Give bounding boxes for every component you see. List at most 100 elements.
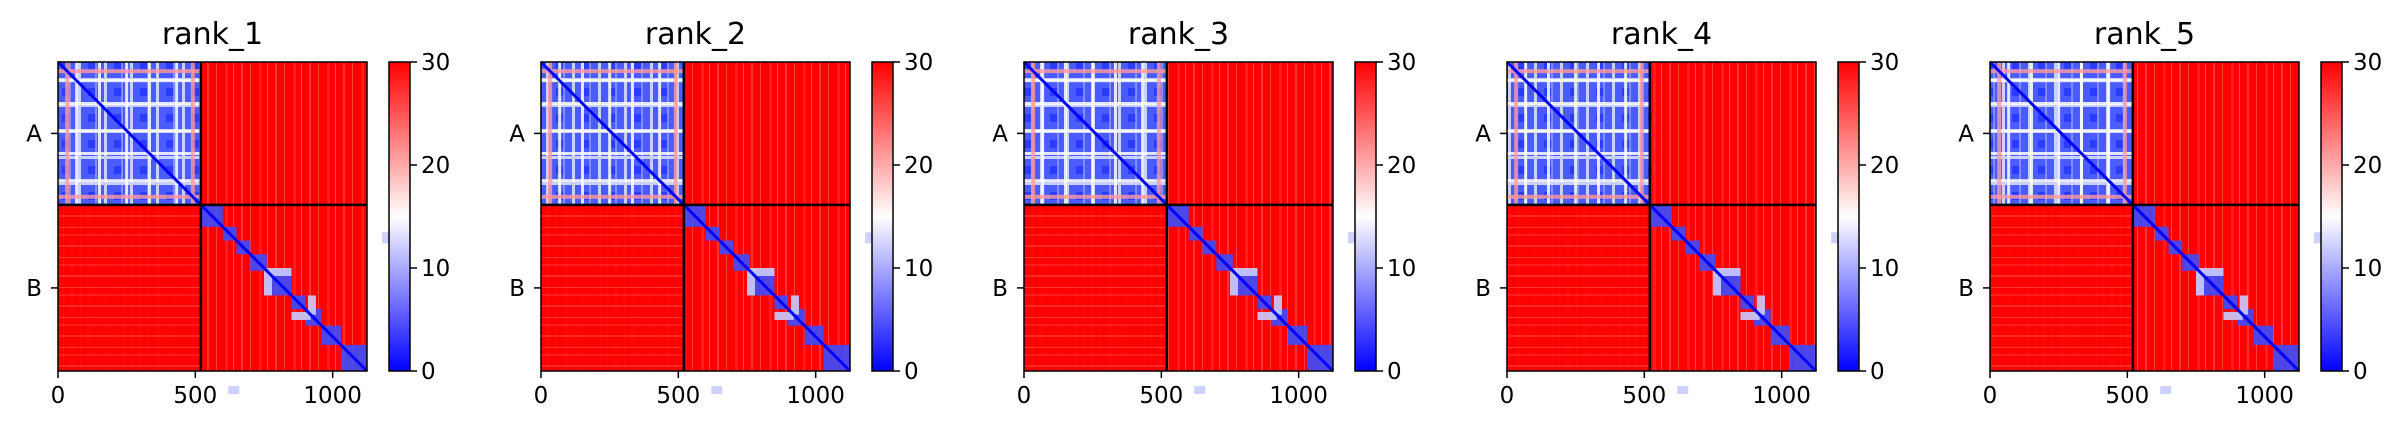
chain-b-contact-patch [1232, 268, 1258, 276]
chain-b-contact-patch [1831, 232, 1840, 244]
chain-a-stripe-row [1990, 129, 2133, 133]
colorbar-tick-label: 10 [1870, 256, 1899, 282]
colorbar-tick-label: 0 [1387, 359, 1402, 385]
chain-b-contact-patch [291, 311, 311, 320]
chain-a-edge-row [58, 69, 201, 74]
colorbar [2320, 61, 2343, 372]
chain-a-stripe-col [2107, 62, 2111, 205]
chain-a-edge-col [1639, 62, 1644, 205]
chain-a-stripe-row [58, 79, 201, 83]
diagonal [539, 60, 852, 373]
chain-a-stripe-col [2079, 62, 2083, 205]
heatmap-panel-4: rank_4 A B 0 500 1000 0 10 20 30 [1475, 17, 1899, 409]
y-chain-label: B [1475, 276, 1491, 302]
chain-a-stripe-row [58, 129, 201, 133]
chain-a-stripe-col [97, 62, 101, 205]
chain-a-edge-row [1990, 194, 2133, 199]
chain-a-stripe-col [147, 62, 151, 205]
colorbar-tick-label: 20 [421, 153, 450, 179]
chain-a-edge-row [1507, 69, 1650, 74]
chain-a-stripe-col [580, 62, 584, 205]
panel-title: rank_5 [2094, 17, 2195, 52]
x-tick-label: 500 [1622, 383, 1666, 409]
chain-b-contact-patch [2314, 232, 2323, 244]
chain-b-contact-patch [2223, 311, 2243, 320]
chain-b-contact-patch [711, 386, 723, 395]
chain-b-contact-patch [1348, 232, 1357, 244]
colorbar-tick-label: 20 [1387, 153, 1416, 179]
chain-a-stripe-col [1063, 62, 1067, 205]
colorbar-tick-label: 0 [904, 359, 919, 385]
chain-a-stripe-row [1024, 179, 1167, 183]
x-tick-label: 500 [1139, 383, 1183, 409]
x-tick-label: 0 [1017, 383, 1032, 409]
chain-b-contact-patch [1257, 311, 1277, 320]
diagonal [56, 60, 369, 373]
inter-chain-block [1990, 204, 2133, 371]
diagonal [1505, 60, 1818, 373]
chain-a-stripe-row [1507, 79, 1650, 83]
chain-a-edge-col [65, 62, 70, 205]
chain-b-contact-patch [790, 295, 799, 315]
x-tick-label: 1000 [2235, 383, 2294, 409]
chain-a-stripe-col [1546, 62, 1550, 205]
chain-a-stripe-row [1024, 101, 1167, 105]
x-tick-label: 0 [534, 383, 549, 409]
panel-title: rank_3 [1128, 17, 1229, 52]
colorbar-tick-label: 30 [1870, 50, 1899, 76]
chain-b-contact-patch [747, 270, 755, 296]
heatmap-frame [540, 61, 851, 372]
chain-b-contact-patch [1740, 311, 1760, 320]
chain-a-stripe-row [1990, 151, 2133, 155]
colorbar-tick-label: 30 [904, 50, 933, 76]
chain-b-contact-patch [2196, 270, 2204, 296]
chain-b-contact-patch [264, 270, 272, 296]
chain-a-stripe-row [58, 179, 201, 183]
colorbar-tick-label: 0 [421, 359, 436, 385]
colorbar-tick-label: 30 [2353, 50, 2382, 76]
chain-a-stripe-row [1507, 129, 1650, 133]
chain-b-contact-patch [1756, 295, 1765, 315]
chain-a-stripe-row [1990, 179, 2133, 183]
colorbar-tick-label: 10 [2353, 256, 2382, 282]
chain-a-edge-row [1024, 69, 1167, 74]
colorbar-tick-label: 20 [1870, 153, 1899, 179]
heatmap-panel-1: rank_1 A B 0 500 1000 0 10 20 30 [26, 17, 450, 409]
chain-a-edge-col [1514, 62, 1519, 205]
chain-b-contact-patch [2239, 295, 2248, 315]
x-tick-label: 1000 [786, 383, 845, 409]
chain-a-stripe-row [1024, 79, 1167, 83]
colorbar [1837, 61, 1860, 372]
chain-b-contact-patch [1677, 386, 1689, 395]
chain-a-stripe-col [558, 62, 562, 205]
chain-a-stripe-col [1524, 62, 1528, 205]
chain-b-contact-patch [1715, 268, 1741, 276]
chain-a-stripe-col [1113, 62, 1117, 205]
chain-a-edge-row [541, 194, 684, 199]
panel-title: rank_2 [645, 17, 746, 52]
chain-a-stripe-row [541, 129, 684, 133]
x-tick-label: 1000 [1269, 383, 1328, 409]
chain-a-stripe-row [1507, 151, 1650, 155]
chain-a-edge-col [673, 62, 678, 205]
panel-title: rank_1 [162, 17, 263, 52]
chain-a-stripe-col [2007, 62, 2011, 205]
x-tick-label: 0 [1500, 383, 1515, 409]
colorbar-tick-label: 20 [2353, 153, 2382, 179]
colorbar-tick-label: 30 [421, 50, 450, 76]
inter-chain-block [541, 204, 684, 371]
colorbar-tick-label: 10 [421, 256, 450, 282]
chain-a-stripe-row [1990, 79, 2133, 83]
x-tick-label: 500 [656, 383, 700, 409]
y-chain-label: B [1958, 276, 1974, 302]
y-chain-label: B [992, 276, 1008, 302]
heatmap-frame [1989, 61, 2300, 372]
heatmap-frame [1506, 61, 1817, 372]
chain-a-stripe-row [1990, 101, 2133, 105]
chain-a-stripe-row [1024, 151, 1167, 155]
chain-a-stripe-col [1141, 62, 1145, 205]
x-tick-label: 1000 [1752, 383, 1811, 409]
chain-b-contact-patch [266, 268, 292, 276]
chain-a-stripe-col [125, 62, 129, 205]
